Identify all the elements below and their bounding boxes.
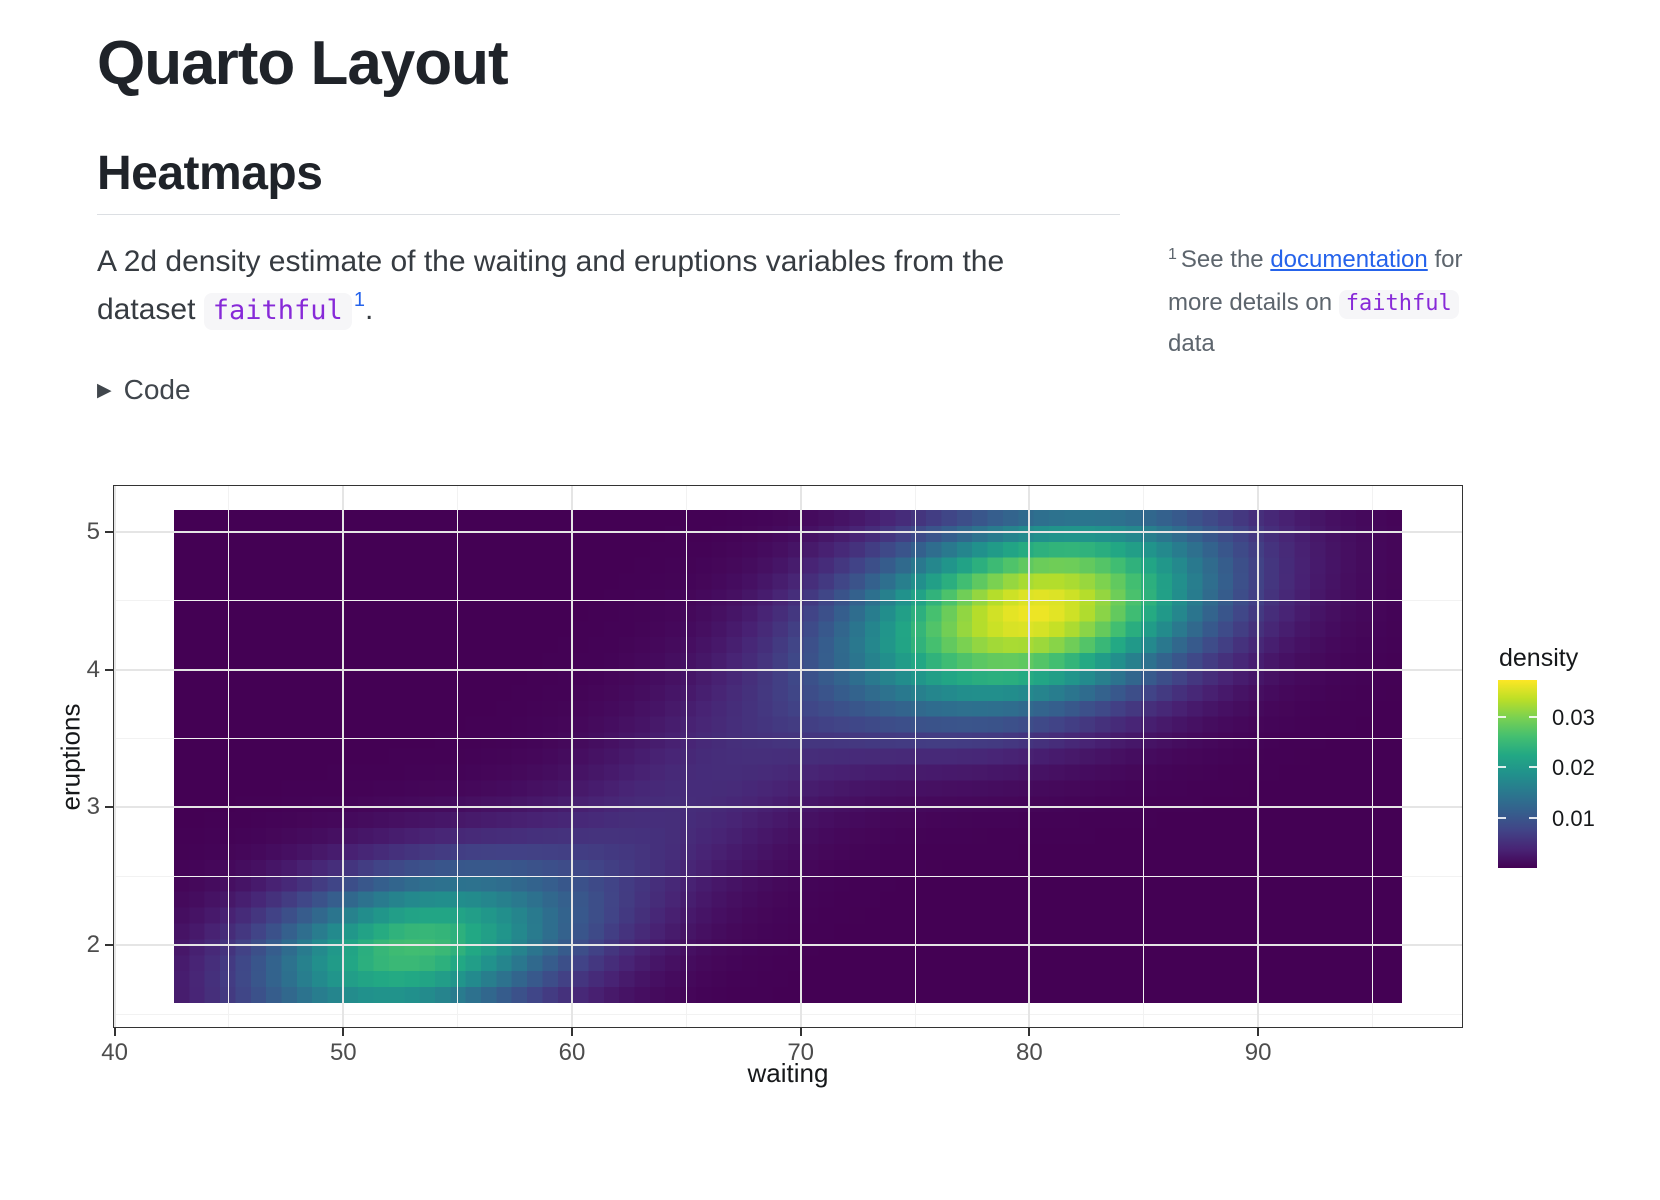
x-tick-label: 40 <box>101 1039 128 1066</box>
legend-tick-label: 0.01 <box>1552 805 1595 831</box>
paragraph-line1: A 2d density estimate of the waiting and… <box>97 245 1005 278</box>
heatmap-canvas <box>174 509 1403 1004</box>
legend-tick <box>1529 766 1537 769</box>
intro-paragraph: A 2d density estimate of the waiting and… <box>97 238 1127 337</box>
margin-note: 1 See the documentation for more details … <box>1168 240 1528 364</box>
x-major-gridline <box>799 485 802 1028</box>
x-major-gridline <box>1028 485 1031 1028</box>
y-minor-gridline <box>113 600 1463 602</box>
legend-tick <box>1498 716 1506 719</box>
margin-note-line1-suffix: for <box>1434 246 1463 273</box>
code-fold-label: Code <box>123 374 191 405</box>
x-minor-gridline <box>228 485 230 1028</box>
paragraph-line2-prefix: dataset <box>97 293 196 326</box>
legend-tick-label: 0.03 <box>1552 705 1595 731</box>
x-axis-tick <box>342 1028 345 1036</box>
documentation-link[interactable]: documentation <box>1270 246 1428 273</box>
y-minor-gridline <box>113 738 1463 740</box>
x-tick-label: 60 <box>558 1039 586 1066</box>
footnote-reference[interactable]: 1 <box>353 289 365 311</box>
x-minor-gridline <box>914 485 916 1028</box>
y-axis-tick <box>105 668 113 671</box>
legend-title: density <box>1499 644 1579 672</box>
y-axis-tick <box>105 944 113 947</box>
footnote-marker: 1 <box>1168 246 1177 263</box>
x-axis-title: waiting <box>747 1058 829 1088</box>
x-tick-label: 90 <box>1244 1039 1272 1066</box>
x-axis-tick <box>1028 1028 1031 1036</box>
x-tick-label: 50 <box>329 1039 357 1066</box>
legend-tick <box>1498 766 1506 769</box>
y-major-gridline <box>113 944 1463 947</box>
margin-note-line1-text: See the <box>1180 246 1264 273</box>
x-tick-label: 70 <box>787 1039 815 1066</box>
y-minor-gridline <box>113 875 1463 877</box>
x-axis-tick <box>799 1028 802 1036</box>
inline-code-faithful: faithful <box>203 293 352 330</box>
y-tick-label: 4 <box>86 655 100 683</box>
y-axis-tick <box>105 806 113 809</box>
x-minor-gridline <box>1143 485 1145 1028</box>
x-tick-label: 80 <box>1016 1039 1043 1066</box>
caret-right-icon: ▶ <box>97 380 112 401</box>
legend-tick <box>1498 816 1506 819</box>
x-major-gridline <box>570 485 573 1028</box>
code-fold-toggle[interactable]: ▶ Code <box>97 374 191 406</box>
x-major-gridline <box>342 485 345 1028</box>
y-major-gridline <box>113 806 1463 809</box>
legend-tick <box>1529 816 1537 819</box>
x-minor-gridline <box>1371 485 1373 1028</box>
x-minor-gridline <box>457 485 459 1028</box>
y-tick-label: 3 <box>86 793 100 821</box>
y-major-gridline <box>113 668 1463 671</box>
y-minor-gridline <box>113 1013 1463 1015</box>
x-axis-tick <box>1257 1028 1260 1036</box>
x-minor-gridline <box>685 485 687 1028</box>
section-heading: Heatmaps <box>97 147 323 200</box>
x-axis-tick <box>113 1028 116 1036</box>
paragraph-line2-suffix: . <box>364 293 374 326</box>
margin-inline-code-faithful: faithful <box>1338 290 1459 319</box>
y-major-gridline <box>113 530 1463 533</box>
x-major-gridline <box>1257 485 1260 1028</box>
page-title: Quarto Layout <box>97 29 509 98</box>
legend-tick <box>1529 716 1537 719</box>
x-axis-tick <box>570 1028 573 1036</box>
margin-note-line3-text: data <box>1168 330 1215 357</box>
y-tick-label: 5 <box>86 517 100 545</box>
legend-tick-label: 0.02 <box>1552 755 1595 781</box>
margin-note-line2-text: more details on <box>1168 289 1333 316</box>
y-axis-tick <box>105 530 113 533</box>
section-divider <box>97 214 1120 215</box>
x-major-gridline <box>113 485 116 1028</box>
plot-panel <box>113 485 1463 1028</box>
legend-colorbar <box>1498 680 1537 868</box>
y-tick-label: 2 <box>86 931 100 959</box>
